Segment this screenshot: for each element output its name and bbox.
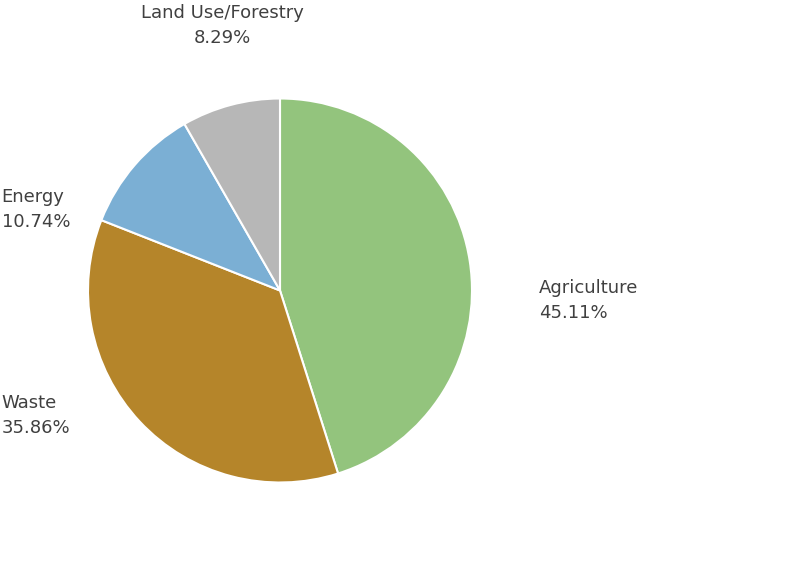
Wedge shape bbox=[88, 220, 338, 482]
Text: Waste
35.86%: Waste 35.86% bbox=[2, 394, 70, 437]
Wedge shape bbox=[185, 99, 280, 290]
Wedge shape bbox=[280, 99, 472, 474]
Wedge shape bbox=[102, 124, 280, 290]
Text: Agriculture
45.11%: Agriculture 45.11% bbox=[539, 279, 638, 322]
Text: Land Use/Forestry
8.29%: Land Use/Forestry 8.29% bbox=[141, 4, 304, 47]
Text: Energy
10.74%: Energy 10.74% bbox=[2, 188, 70, 231]
